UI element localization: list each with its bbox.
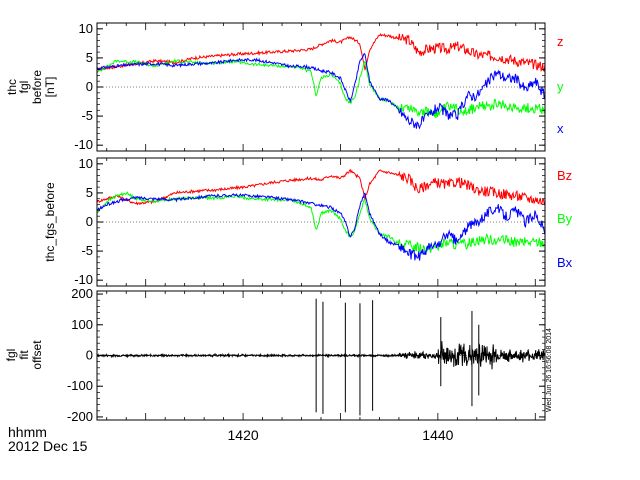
legend-label-Bz: Bz bbox=[557, 168, 572, 183]
series-line-Bx bbox=[97, 192, 545, 261]
y-tick-label: -10 bbox=[74, 137, 93, 152]
series-line-offset bbox=[97, 341, 545, 370]
panel-fgl_fit_offset: -200 -100 0 100 200 1420 1440 fgl fit offset bbox=[4, 286, 546, 443]
y-tick-label: 200 bbox=[71, 286, 93, 301]
y-tick-label: 0 bbox=[86, 79, 93, 94]
y-axis-label: offset bbox=[30, 340, 44, 370]
y-axis-label: thc bbox=[5, 79, 19, 95]
date-label: 2012 Dec 15 bbox=[8, 438, 88, 454]
legend-label-z: z bbox=[557, 34, 564, 49]
y-tick-label: 5 bbox=[86, 185, 93, 200]
series-line-By bbox=[97, 191, 545, 254]
time-axis-label: hhmm bbox=[8, 424, 47, 440]
plot-timestamp: Wed Jun 26 16:56:08 2014 bbox=[546, 328, 553, 412]
y-tick-label: 0 bbox=[86, 214, 93, 229]
legend-label-By: By bbox=[557, 211, 573, 226]
y-tick-label: 10 bbox=[79, 156, 93, 171]
y-axis-label: fit bbox=[17, 350, 31, 360]
y-axis-label: fgl bbox=[4, 349, 18, 362]
y-tick-label: 0 bbox=[86, 348, 93, 363]
y-tick-label: -200 bbox=[67, 409, 93, 424]
y-tick-label: -5 bbox=[81, 108, 93, 123]
y-tick-label: 5 bbox=[86, 50, 93, 65]
y-tick-label: -10 bbox=[74, 272, 93, 287]
series-line-x bbox=[97, 52, 545, 130]
series-line-y bbox=[97, 58, 545, 118]
y-axis-label: fgl bbox=[17, 81, 31, 94]
legend-label-y: y bbox=[557, 79, 564, 94]
x-tick-label: 1440 bbox=[422, 427, 453, 443]
y-tick-label: -100 bbox=[67, 378, 93, 393]
series-line-z bbox=[97, 33, 545, 72]
series-line-Bz bbox=[97, 168, 545, 206]
legend-label-Bx: Bx bbox=[557, 255, 573, 270]
legend-label-x: x bbox=[557, 121, 564, 136]
y-axis-label: thc_fgs_before bbox=[43, 182, 57, 262]
x-tick-label: 1420 bbox=[228, 427, 259, 443]
plot-frame bbox=[96, 22, 546, 152]
y-tick-label: -5 bbox=[81, 243, 93, 258]
y-axis-label: before bbox=[30, 70, 44, 104]
y-tick-label: 10 bbox=[79, 21, 93, 36]
y-axis-label: [nT] bbox=[43, 77, 57, 98]
y-tick-label: 100 bbox=[71, 317, 93, 332]
panel-thc_fgs_before: -10 -5 0 5 10 thc_fgs_before Bz By Bx bbox=[43, 156, 573, 287]
